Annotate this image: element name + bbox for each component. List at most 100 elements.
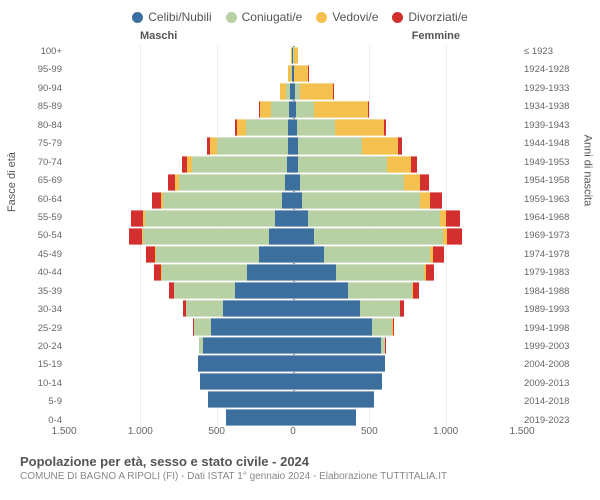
- row-females: [293, 355, 522, 372]
- row-females: [293, 119, 522, 136]
- segment: [293, 409, 356, 426]
- row-males: [64, 337, 293, 354]
- x-tick: 1.500: [51, 426, 76, 437]
- row-males: [64, 192, 293, 209]
- segment: [293, 373, 382, 390]
- age-label: 55-59: [20, 212, 62, 223]
- segment: [210, 137, 218, 154]
- segment: [336, 264, 425, 281]
- age-label: 25-29: [20, 323, 62, 334]
- age-label: 65-69: [20, 175, 62, 186]
- year-label: 1959-1963: [524, 194, 580, 205]
- row-males: [64, 355, 293, 372]
- segment: [420, 174, 428, 191]
- column-headers: Maschi Femmine: [20, 30, 580, 46]
- x-tick: 500: [208, 426, 225, 437]
- segment: [293, 228, 314, 245]
- legend-item: Divorziati/e: [392, 10, 467, 24]
- pyramid-row: [64, 391, 522, 408]
- row-males: [64, 300, 293, 317]
- year-label: 1944-1948: [524, 138, 580, 149]
- segment: [235, 282, 293, 299]
- year-label: 1929-1933: [524, 83, 580, 94]
- legend-label: Coniugati/e: [242, 10, 303, 24]
- pyramid-row: [64, 264, 522, 281]
- age-label: 70-74: [20, 157, 62, 168]
- legend-label: Vedovi/e: [332, 10, 378, 24]
- age-label: 100+: [20, 46, 62, 57]
- row-males: [64, 137, 293, 154]
- pyramid-row: [64, 355, 522, 372]
- segment: [203, 337, 293, 354]
- segment: [146, 246, 155, 263]
- year-label: 1939-1943: [524, 120, 580, 131]
- row-males: [64, 246, 293, 263]
- pyramid-row: [64, 119, 522, 136]
- row-males: [64, 391, 293, 408]
- segment: [129, 228, 142, 245]
- segment: [246, 119, 289, 136]
- pyramid-row: [64, 156, 522, 173]
- segment: [298, 137, 362, 154]
- segment: [446, 210, 460, 227]
- row-females: [293, 83, 522, 100]
- segment: [174, 282, 235, 299]
- pyramid-row: [64, 228, 522, 245]
- segment: [293, 264, 336, 281]
- year-label: 2004-2008: [524, 359, 580, 370]
- segment: [400, 300, 403, 317]
- age-label: 50-54: [20, 230, 62, 241]
- segment: [300, 174, 404, 191]
- pyramid-row: [64, 47, 522, 64]
- row-females: [293, 318, 522, 335]
- segment: [192, 156, 287, 173]
- legend-label: Celibi/Nubili: [148, 10, 211, 24]
- segment: [211, 318, 293, 335]
- segment: [275, 210, 293, 227]
- segment: [293, 192, 302, 209]
- segment: [131, 210, 143, 227]
- row-males: [64, 318, 293, 335]
- segment: [198, 355, 293, 372]
- age-label: 0-4: [20, 415, 62, 426]
- segment: [162, 264, 247, 281]
- legend-swatch: [226, 12, 237, 23]
- row-males: [64, 65, 293, 82]
- segment: [398, 137, 402, 154]
- segment: [237, 119, 246, 136]
- segment: [411, 156, 417, 173]
- row-females: [293, 282, 522, 299]
- year-label: 2014-2018: [524, 396, 580, 407]
- legend-item: Celibi/Nubili: [132, 10, 211, 24]
- segment: [426, 264, 434, 281]
- row-males: [64, 156, 293, 173]
- segment: [208, 391, 293, 408]
- row-males: [64, 174, 293, 191]
- segment: [387, 156, 411, 173]
- row-males: [64, 47, 293, 64]
- age-label: 95-99: [20, 64, 62, 75]
- row-males: [64, 373, 293, 390]
- row-males: [64, 228, 293, 245]
- pyramid-row: [64, 246, 522, 263]
- row-males: [64, 119, 293, 136]
- segment: [368, 101, 370, 118]
- segment: [271, 101, 289, 118]
- segment: [200, 373, 293, 390]
- year-label: 1934-1938: [524, 101, 580, 112]
- row-males: [64, 264, 293, 281]
- row-females: [293, 137, 522, 154]
- y-axis-left-label: Fasce di età: [6, 152, 18, 212]
- pyramid-row: [64, 373, 522, 390]
- segment: [168, 174, 175, 191]
- segment: [430, 192, 441, 209]
- segment: [420, 192, 431, 209]
- row-females: [293, 264, 522, 281]
- pyramid-row: [64, 101, 522, 118]
- chart-subtitle: COMUNE DI BAGNO A RIPOLI (FI) - Dati IST…: [20, 471, 580, 482]
- row-males: [64, 210, 293, 227]
- segment: [393, 318, 395, 335]
- segment: [294, 65, 308, 82]
- legend-swatch: [316, 12, 327, 23]
- segment: [179, 174, 286, 191]
